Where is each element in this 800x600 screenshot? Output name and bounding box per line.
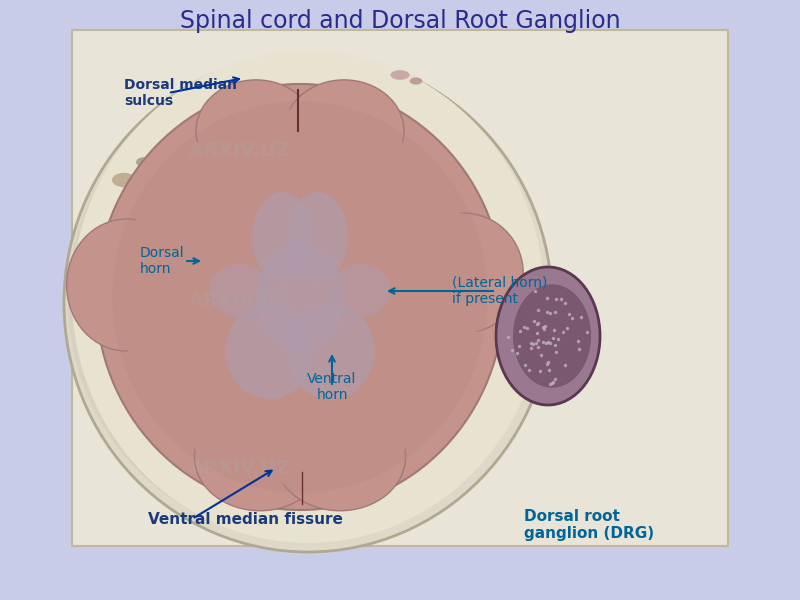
Text: ARXIV.UZ: ARXIV.UZ [189, 140, 291, 160]
Text: ARXIV.UZ: ARXIV.UZ [189, 458, 291, 478]
Ellipse shape [226, 303, 314, 399]
Ellipse shape [210, 264, 270, 318]
Text: Ventral median fissure: Ventral median fissure [148, 511, 343, 527]
Text: Dorsal
horn: Dorsal horn [140, 246, 185, 276]
Ellipse shape [112, 173, 136, 187]
Ellipse shape [66, 219, 186, 351]
Text: Dorsal root
ganglion (DRG): Dorsal root ganglion (DRG) [524, 509, 654, 541]
Ellipse shape [136, 157, 152, 167]
Ellipse shape [284, 80, 404, 182]
Ellipse shape [252, 192, 313, 282]
Ellipse shape [121, 110, 479, 484]
Ellipse shape [196, 80, 316, 182]
Ellipse shape [330, 264, 390, 318]
Text: (Lateral horn)
if present: (Lateral horn) if present [452, 276, 547, 306]
Text: Ventral
horn: Ventral horn [307, 372, 357, 402]
Ellipse shape [112, 101, 488, 493]
Text: ARXIV.UZ: ARXIV.UZ [189, 290, 291, 310]
Bar [72, 30, 728, 546]
Text: Spinal cord and Dorsal Root Ganglion: Spinal cord and Dorsal Root Ganglion [180, 9, 620, 33]
Ellipse shape [68, 60, 540, 540]
Ellipse shape [256, 243, 344, 351]
Ellipse shape [96, 84, 504, 510]
Ellipse shape [64, 54, 552, 552]
Text: Dorsal median
sulcus: Dorsal median sulcus [124, 78, 237, 108]
Ellipse shape [513, 284, 591, 388]
Ellipse shape [194, 403, 326, 511]
Ellipse shape [390, 70, 410, 80]
Ellipse shape [496, 267, 600, 405]
Ellipse shape [287, 192, 348, 282]
Ellipse shape [274, 403, 406, 511]
Ellipse shape [72, 51, 544, 543]
Ellipse shape [403, 213, 523, 333]
Polygon shape [467, 258, 500, 339]
Ellipse shape [410, 77, 422, 85]
Ellipse shape [286, 303, 374, 399]
